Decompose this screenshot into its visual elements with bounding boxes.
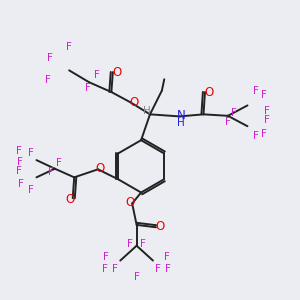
Text: F: F <box>56 158 62 168</box>
Text: F: F <box>265 106 270 116</box>
Text: F: F <box>94 70 99 80</box>
Text: F: F <box>155 265 161 275</box>
Text: F: F <box>18 179 24 189</box>
Text: F: F <box>102 264 108 274</box>
Text: H: H <box>143 106 151 116</box>
Text: F: F <box>164 252 170 262</box>
Text: F: F <box>16 146 22 156</box>
Text: F: F <box>166 264 171 274</box>
Text: F: F <box>44 75 50 85</box>
Text: F: F <box>134 272 140 282</box>
Text: H: H <box>177 118 185 128</box>
Text: O: O <box>113 66 122 79</box>
Text: O: O <box>95 162 104 175</box>
Text: F: F <box>66 43 72 52</box>
Text: F: F <box>28 185 34 195</box>
Text: F: F <box>262 129 267 139</box>
Text: F: F <box>47 53 53 64</box>
Text: F: F <box>85 83 91 93</box>
Text: O: O <box>125 196 134 209</box>
Text: O: O <box>65 193 74 206</box>
Text: N: N <box>177 109 186 122</box>
Text: F: F <box>265 115 270 125</box>
Text: O: O <box>156 220 165 233</box>
Text: F: F <box>16 166 22 176</box>
Text: F: F <box>48 167 54 177</box>
Text: F: F <box>140 239 146 249</box>
Text: O: O <box>205 85 214 98</box>
Text: F: F <box>127 239 133 249</box>
Text: F: F <box>28 148 34 158</box>
Text: O: O <box>129 96 138 109</box>
Text: F: F <box>17 158 23 167</box>
Text: F: F <box>253 131 259 141</box>
Text: F: F <box>262 90 267 100</box>
Text: F: F <box>103 252 109 262</box>
Text: F: F <box>253 85 259 96</box>
Text: F: F <box>231 108 237 118</box>
Text: F: F <box>112 265 118 275</box>
Text: F: F <box>225 117 231 128</box>
